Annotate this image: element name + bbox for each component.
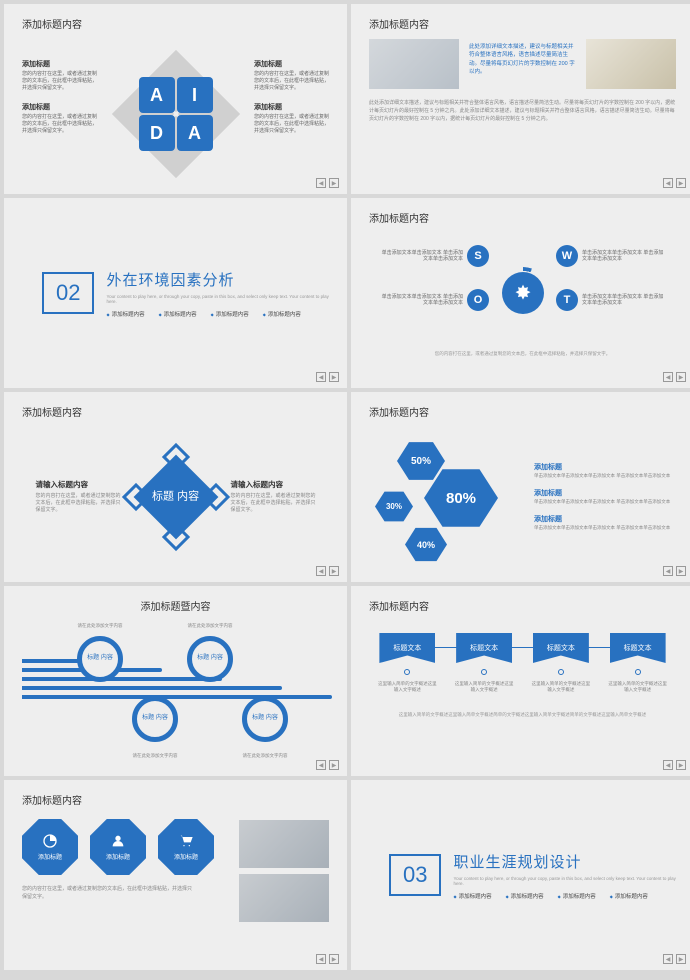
badge-item: 添加标题: [22, 819, 78, 875]
placeholder-image: [586, 39, 676, 89]
swot-item: O单击添加文本单击添加文本 单击添加文本单击添加文本: [379, 289, 489, 311]
slide-title: 添加标题内容: [369, 210, 676, 225]
flow-circle: 标题 内容: [242, 696, 288, 742]
nav-next[interactable]: ▶: [329, 954, 339, 964]
ribbon-footer: 这里输入简单的文字概述这里输入简单文字概述简单的文字概述这里输入简单文字概述简单…: [369, 712, 676, 719]
slide-circle-flow: 添加标题暨内容 请在此处添加文字内容 请在此处添加文字内容 标题 内容 标题 内…: [4, 586, 347, 776]
slide-section-02: 02 外在环境因素分析 Your content to play here, o…: [4, 198, 347, 388]
swot-description: 您的内容打在这里，或者通过复制您的文本后，在此框中选择粘贴，并选择只保留文字。: [369, 351, 676, 358]
flow-label: 请在此处添加文字内容: [70, 623, 130, 629]
badge-description: 您的内容打在这里，或者通过复制您的文本后，在此框中选择粘贴，并选择只保留文字。: [22, 885, 192, 901]
aida-letter: A: [139, 77, 175, 113]
section-bullets: 添加标题内容添加标题内容添加标题内容添加标题内容: [106, 310, 329, 318]
slide-title: 添加标题内容: [369, 16, 676, 31]
section-number: 02: [42, 272, 94, 314]
hex-label: 添加标题单击添加文本单击添加文本单击添加文本 单击添加文本单击添加文本: [534, 515, 676, 531]
section-subtitle: Your content to play here, or through yo…: [453, 876, 676, 886]
slide-ribbons: 添加标题内容 标题文本这里输入简单的文字概述这里输入文字概述 标题文本这里输入简…: [351, 586, 690, 776]
ribbon-item: 标题文本这里输入简单的文字概述这里输入文字概述: [608, 633, 668, 694]
nav-next[interactable]: ▶: [676, 566, 686, 576]
flow-circle: 标题 内容: [77, 636, 123, 682]
aida-letter: A: [177, 115, 213, 151]
nav-next[interactable]: ▶: [676, 372, 686, 382]
nav-prev[interactable]: ◀: [663, 372, 673, 382]
nav-next[interactable]: ▶: [676, 178, 686, 188]
placeholder-image: [239, 874, 329, 922]
nav-prev[interactable]: ◀: [316, 954, 326, 964]
nav-prev[interactable]: ◀: [663, 760, 673, 770]
flow-label: 请在此处添加文字内容: [125, 753, 185, 759]
nav-prev[interactable]: ◀: [316, 566, 326, 576]
swot-item: S单击添加文本单击添加文本 单击添加文本单击添加文本: [379, 245, 489, 267]
aida-diagram: A I D A: [131, 69, 221, 159]
nav-prev[interactable]: ◀: [663, 178, 673, 188]
nav-prev[interactable]: ◀: [316, 760, 326, 770]
gear-icon: [502, 272, 544, 314]
placeholder-image: [239, 820, 329, 868]
slide-title: 添加标题内容: [369, 404, 676, 419]
nav-next[interactable]: ▶: [329, 566, 339, 576]
slide-hexagons: 添加标题内容 50% 80% 30% 40% 添加标题单击添加文本单击添加文本单…: [351, 392, 690, 582]
aida-letter: I: [177, 77, 213, 113]
hexagon: 30%: [375, 490, 413, 523]
slide-swot: 添加标题内容 S单击添加文本单击添加文本 单击添加文本单击添加文本 W单击添加文…: [351, 198, 690, 388]
aida-label: 添加标题您的内容打在这里，或者通过复制您的文本后，在此框中选择粘贴，并选择只保留…: [22, 59, 97, 91]
slide-title: 添加标题内容: [22, 16, 329, 31]
slide-section-03: 03 职业生涯规划设计 Your content to play here, o…: [351, 780, 690, 970]
slide-aida: 添加标题内容 添加标题您的内容打在这里，或者通过复制您的文本后，在此框中选择粘贴…: [4, 4, 347, 194]
aida-label: 添加标题您的内容打在这里，或者通过复制您的文本后，在此框中选择粘贴，并选择只保留…: [254, 102, 329, 134]
badge-item: 添加标题: [90, 819, 146, 875]
aida-label: 添加标题您的内容打在这里，或者通过复制您的文本后，在此框中选择粘贴，并选择只保留…: [254, 59, 329, 91]
hex-label: 添加标题单击添加文本单击添加文本单击添加文本 单击添加文本单击添加文本: [534, 489, 676, 505]
slide-title: 添加标题内容: [22, 792, 329, 807]
section-subtitle: Your content to play here, or through yo…: [106, 294, 329, 304]
flow-label: 请在此处添加文字内容: [180, 623, 240, 629]
nav-next[interactable]: ▶: [329, 178, 339, 188]
flow-label: 请在此处添加文字内容: [235, 753, 295, 759]
ribbon-item: 标题文本这里输入简单的文字概述这里输入文字概述: [454, 633, 514, 694]
section-title: 外在环境因素分析: [106, 269, 329, 290]
highlight-text: 此处添加详细文本描述，建议与标题相关并符合整体语言风格，语言描述尽量简洁生动。尽…: [465, 39, 580, 80]
slide-nav: ◀▶: [316, 178, 339, 188]
slide-title: 添加标题内容: [369, 598, 676, 613]
nav-prev[interactable]: ◀: [316, 178, 326, 188]
nav-prev[interactable]: ◀: [663, 954, 673, 964]
nav-next[interactable]: ▶: [329, 372, 339, 382]
slide-diamond: 添加标题内容 请输入标题内容您的内容打在这里，或者通过复制您的文本后，在此框中选…: [4, 392, 347, 582]
diamond-diagram: 标题 内容: [131, 452, 221, 542]
nav-prev[interactable]: ◀: [663, 566, 673, 576]
ribbon-item: 标题文本这里输入简单的文字概述这里输入文字概述: [377, 633, 437, 694]
nav-next[interactable]: ▶: [676, 954, 686, 964]
hexagon: 50%: [397, 440, 445, 482]
users-icon: [110, 833, 126, 849]
slide-title: 添加标题内容: [22, 404, 329, 419]
section-title: 职业生涯规划设计: [453, 851, 676, 872]
flow-circle: 标题 内容: [187, 636, 233, 682]
description-text: 此处添加详细文本描述，建议与标题相关并符合整体语言风格，语言描述尽量简洁生动。尽…: [369, 99, 676, 123]
diamond-text-left: 请输入标题内容您的内容打在这里，或者通过复制您的文本后，在此框中选择粘贴，并选择…: [36, 480, 121, 514]
hexagon: 40%: [405, 526, 447, 563]
aida-letter: D: [139, 115, 175, 151]
flow-circle: 标题 内容: [132, 696, 178, 742]
pie-icon: [42, 833, 58, 849]
diamond-text-right: 请输入标题内容您的内容打在这里，或者通过复制您的文本后，在此框中选择粘贴，并选择…: [231, 480, 316, 514]
swot-item: W单击添加文本单击添加文本 单击添加文本单击添加文本: [556, 245, 666, 267]
aida-label: 添加标题您的内容打在这里，或者通过复制您的文本后，在此框中选择粘贴，并选择只保留…: [22, 102, 97, 134]
section-number: 03: [389, 854, 441, 896]
hex-label: 添加标题单击添加文本单击添加文本单击添加文本 单击添加文本单击添加文本: [534, 463, 676, 479]
slide-badges: 添加标题内容 添加标题 添加标题 添加标题 您的内容打在这里，或者通过复制您的文…: [4, 780, 347, 970]
placeholder-image: [369, 39, 459, 89]
hexagon-chart: 50% 80% 30% 40%: [369, 432, 519, 562]
nav-next[interactable]: ▶: [676, 760, 686, 770]
cart-icon: [178, 833, 194, 849]
badge-item: 添加标题: [158, 819, 214, 875]
ribbon-item: 标题文本这里输入简单的文字概述这里输入文字概述: [531, 633, 591, 694]
slide-title: 添加标题暨内容: [22, 598, 329, 613]
section-bullets: 添加标题内容添加标题内容添加标题内容添加标题内容: [453, 892, 676, 900]
swot-item: T单击添加文本单击添加文本 单击添加文本单击添加文本: [556, 289, 666, 311]
slide-image-text: 添加标题内容 此处添加详细文本描述，建议与标题相关并符合整体语言风格，语言描述尽…: [351, 4, 690, 194]
nav-next[interactable]: ▶: [329, 760, 339, 770]
nav-prev[interactable]: ◀: [316, 372, 326, 382]
